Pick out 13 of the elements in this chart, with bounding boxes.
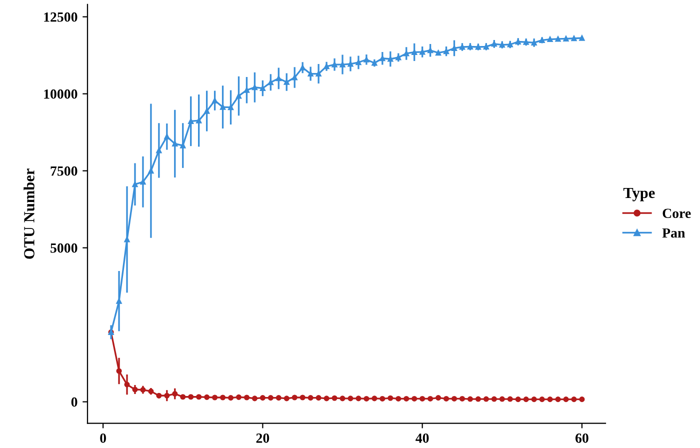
y-tick-label: 7500 (50, 166, 78, 176)
x-tick-label: 20 (256, 433, 270, 443)
y-tick-label: 5000 (50, 243, 78, 253)
legend-label: Core (662, 208, 691, 218)
y-tick-label: 0 (71, 397, 78, 407)
legend-title: Type (623, 188, 655, 202)
y-axis-title: OTU Number (24, 168, 34, 259)
x-tick-label: 60 (575, 433, 588, 443)
legend-label: Pan (662, 228, 686, 238)
y-tick-label: 10000 (44, 89, 78, 99)
y-tick-label: 12500 (44, 12, 78, 22)
x-tick-label: 40 (416, 433, 429, 443)
x-tick-label: 0 (100, 433, 106, 443)
